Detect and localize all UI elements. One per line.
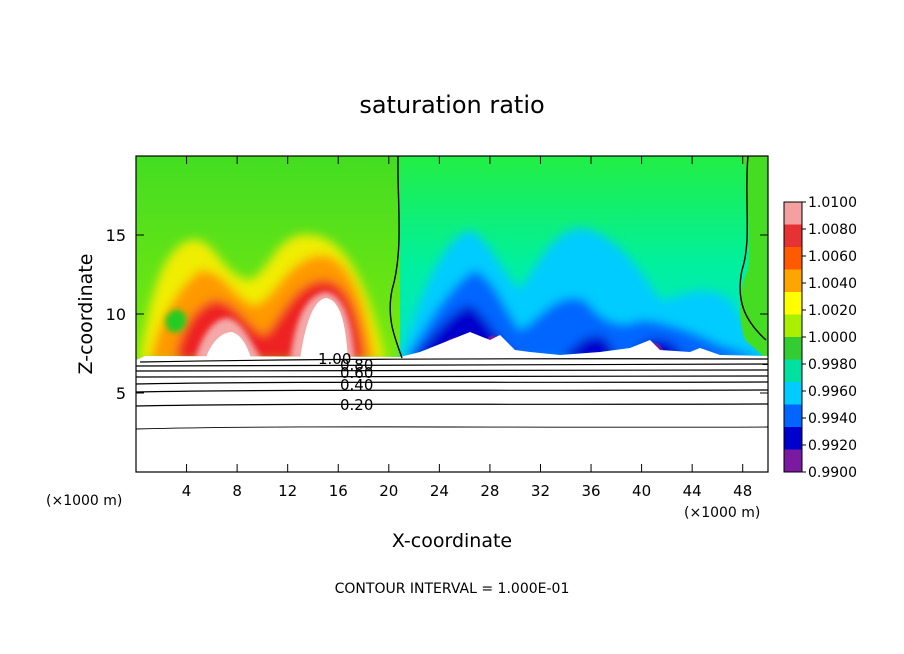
colorbar-label: 1.0080: [808, 222, 857, 238]
colorbar-swatch: [784, 247, 802, 270]
colorbar-swatch: [784, 404, 802, 428]
contour-label: 1.00: [318, 350, 351, 368]
contour-label: 0.40: [340, 376, 373, 394]
x-unit-label-right: (×1000 m): [684, 505, 760, 521]
colorbar-swatch: [784, 382, 802, 405]
y-tick-label: 10: [106, 305, 126, 324]
unsaturated-lower-region: [136, 332, 768, 472]
x-tick-label: 8: [232, 482, 242, 500]
colorbar-label: 1.0040: [808, 276, 857, 292]
x-axis-ticks: 4 8 12 16 20 24 28 32 36 40 44 48: [182, 156, 752, 500]
x-tick-label: 44: [683, 482, 702, 500]
saturation-boundary-line: [739, 156, 767, 341]
plume-green-pocket: [165, 309, 187, 333]
colorbar-swatch: [784, 314, 802, 338]
colorbar-label: 0.9920: [808, 438, 857, 454]
x-tick-label: 24: [430, 482, 449, 500]
x-tick-label: 40: [632, 482, 651, 500]
x-tick-label: 4: [182, 482, 192, 500]
colorbar-swatch: [784, 337, 802, 360]
contour-label: 0.60: [340, 364, 373, 382]
contour-label-group: 1.00 0.80 0.60 0.40 0.20: [318, 350, 373, 414]
y-tick-label: 5: [116, 384, 126, 403]
colorbar-swatch: [784, 359, 802, 383]
saturation-boundary-line: [389, 156, 403, 359]
x-tick-label: 20: [379, 482, 398, 500]
colorbar-swatch: [784, 202, 802, 225]
x-tick-label: 48: [733, 482, 752, 500]
chart-title: saturation ratio: [359, 91, 544, 119]
y-axis-ticks: 5 10 15: [106, 226, 768, 403]
colorbar-swatch: [784, 224, 802, 248]
colorbar-swatch: [784, 427, 802, 450]
x-tick-label: 36: [581, 482, 600, 500]
colorbar-swatch: [784, 269, 802, 293]
y-tick-label: 15: [106, 226, 126, 245]
colorbar-label: 0.9960: [808, 384, 857, 400]
x-tick-label: 12: [278, 482, 297, 500]
core-left-white: [205, 332, 252, 360]
x-axis-label: X-coordinate: [392, 530, 512, 552]
colorbar-swatch: [784, 292, 802, 315]
y-axis-label: Z-coordinate: [75, 254, 97, 375]
contour-label: 0.80: [340, 356, 373, 374]
x-unit-label-left: (×1000 m): [46, 493, 122, 509]
colorbar-label: 0.9980: [808, 357, 857, 373]
colorbar-label: 1.0060: [808, 249, 857, 265]
x-tick-label: 32: [531, 482, 550, 500]
contour-label: 0.20: [340, 396, 373, 414]
heatmap-field: 1.00 0.80 0.60 0.40 0.20: [136, 156, 768, 472]
colorbar-label: 0.9900: [808, 465, 857, 481]
x-tick-label: 16: [329, 482, 348, 500]
contour-interval-note: CONTOUR INTERVAL = 1.000E-01: [335, 581, 570, 597]
right-edge-band: [740, 156, 768, 360]
colorbar: 1.0100 1.0080 1.0060 1.0040 1.0020 1.0000 0.99…: [783, 195, 857, 481]
colorbar-label: 1.0100: [808, 195, 857, 211]
colorbar-label: 1.0020: [808, 303, 857, 319]
colorbar-swatch: [784, 449, 802, 473]
x-tick-label: 28: [480, 482, 499, 500]
colorbar-label: 0.9940: [808, 411, 857, 427]
colorbar-label: 1.0000: [808, 330, 857, 346]
core-right-white: [300, 298, 348, 360]
